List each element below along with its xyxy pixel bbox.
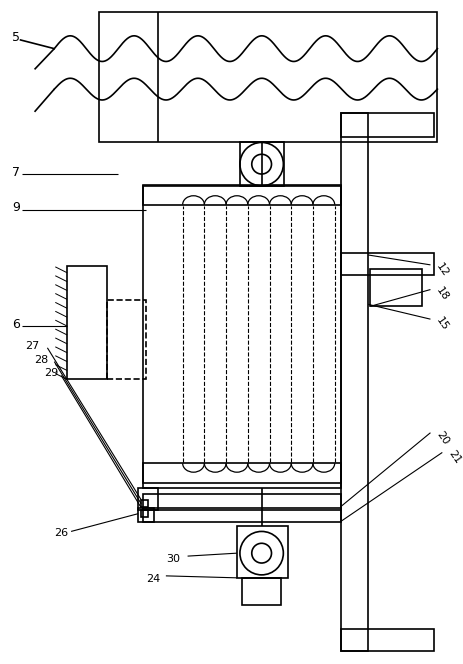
Text: 15: 15 [433, 315, 450, 333]
Bar [143, 463, 340, 483]
Text: 21: 21 [445, 449, 462, 466]
Text: 18: 18 [433, 286, 450, 303]
Text: 7: 7 [12, 165, 20, 179]
Bar [143, 186, 340, 488]
Bar [340, 113, 433, 137]
Bar [237, 527, 288, 578]
Bar [141, 510, 148, 517]
Bar [143, 185, 340, 205]
Text: 5: 5 [12, 31, 20, 44]
Bar [138, 508, 154, 521]
Text: 6: 6 [12, 317, 20, 331]
Text: 24: 24 [146, 574, 160, 584]
Text: 28: 28 [34, 355, 49, 365]
Bar [99, 12, 437, 143]
Text: 30: 30 [165, 554, 180, 564]
Circle shape [239, 531, 283, 575]
Circle shape [251, 154, 271, 174]
Bar [239, 143, 284, 186]
Bar [143, 494, 340, 510]
Bar [369, 269, 421, 306]
Bar [141, 500, 148, 507]
Bar [106, 300, 146, 379]
Text: 12: 12 [433, 261, 450, 278]
Bar [143, 508, 340, 521]
Text: 27: 27 [25, 341, 39, 351]
Text: 20: 20 [433, 429, 450, 446]
Circle shape [251, 543, 271, 563]
Text: 29: 29 [44, 369, 58, 378]
Bar [340, 629, 433, 651]
Circle shape [239, 143, 283, 186]
Bar [67, 266, 106, 379]
Text: 9: 9 [12, 201, 20, 214]
Text: 26: 26 [54, 529, 68, 539]
Bar [138, 488, 157, 510]
Bar [340, 253, 433, 275]
Bar [241, 578, 281, 606]
Bar [340, 113, 368, 651]
